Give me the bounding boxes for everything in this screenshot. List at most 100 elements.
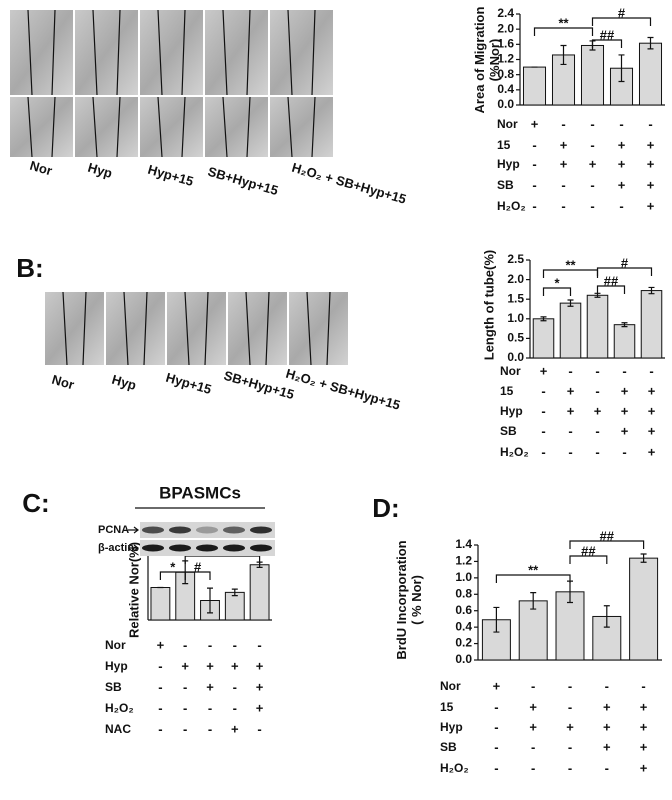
condition-sign: - xyxy=(595,423,599,438)
condition-sign: - xyxy=(183,679,187,694)
micrograph xyxy=(270,10,333,95)
condition-label: Hyp xyxy=(500,404,523,418)
condition-sign: + xyxy=(640,760,648,775)
blot-band xyxy=(142,526,164,534)
condition-sign: - xyxy=(531,760,535,775)
condition-label: SB xyxy=(497,178,514,192)
blot-strip xyxy=(140,522,275,538)
condition-label: Nor xyxy=(497,117,518,131)
condition-label: H₂O₂ xyxy=(497,199,526,213)
bar xyxy=(150,587,171,621)
condition-sign: - xyxy=(590,198,594,213)
condition-sign: + xyxy=(540,363,548,378)
error-bar xyxy=(540,316,547,322)
condition-sign: + xyxy=(256,679,264,694)
significance-bracket xyxy=(591,17,652,26)
condition-sign: - xyxy=(158,658,162,673)
condition-label: H₂O₂ xyxy=(440,761,469,775)
micrograph xyxy=(75,10,138,95)
bar xyxy=(518,600,548,661)
micrograph-texture xyxy=(222,96,251,158)
condition-sign: + xyxy=(603,739,611,754)
micrograph xyxy=(289,292,348,365)
condition-sign: + xyxy=(647,198,655,213)
error-bar xyxy=(640,553,647,563)
condition-sign: + xyxy=(157,637,165,652)
blot-band xyxy=(169,526,191,534)
condition-sign: - xyxy=(541,444,545,459)
image-label: SB+Hyp+15 xyxy=(206,164,280,198)
condition-sign: - xyxy=(622,444,626,459)
condition-sign: + xyxy=(529,719,537,734)
condition-sign: + xyxy=(647,137,655,152)
condition-label: Hyp xyxy=(497,157,520,171)
y-tick-label: 0.0 xyxy=(507,350,524,364)
panel-label: C: xyxy=(22,488,49,518)
condition-sign: - xyxy=(531,678,535,693)
micrograph xyxy=(106,292,165,365)
condition-sign: - xyxy=(561,198,565,213)
y-tick-label: 0.2 xyxy=(455,636,472,650)
condition-sign: + xyxy=(603,719,611,734)
y-axis-label: Length of tube(%) xyxy=(481,250,496,360)
y-tick-label: 2.5 xyxy=(507,252,524,266)
y-tick-label: 0.8 xyxy=(497,67,514,81)
condition-sign: - xyxy=(233,637,237,652)
condition-sign: - xyxy=(233,700,237,715)
y-tick-label: 2.0 xyxy=(497,21,514,35)
micrograph-texture xyxy=(157,9,186,96)
bar xyxy=(638,42,663,106)
condition-sign: + xyxy=(589,156,597,171)
condition-sign: + xyxy=(231,721,239,736)
blot-band xyxy=(196,544,218,552)
blot-arrow xyxy=(128,526,139,534)
condition-sign: - xyxy=(568,760,572,775)
y-axis-label: (%Nor) xyxy=(487,39,502,82)
image-label: Nor xyxy=(50,372,76,393)
significance-label: * xyxy=(170,559,176,574)
condition-sign: + xyxy=(256,700,264,715)
condition-sign: + xyxy=(640,739,648,754)
condition-sign: + xyxy=(618,137,626,152)
micrograph-texture xyxy=(27,9,56,96)
error-bar xyxy=(621,322,628,328)
condition-sign: - xyxy=(622,363,626,378)
condition-sign: + xyxy=(618,177,626,192)
condition-sign: - xyxy=(158,700,162,715)
condition-sign: - xyxy=(183,700,187,715)
condition-sign: - xyxy=(541,383,545,398)
condition-sign: - xyxy=(568,678,572,693)
micrograph xyxy=(205,97,268,157)
micrograph-texture xyxy=(27,96,56,158)
micrograph xyxy=(167,292,226,365)
condition-sign: - xyxy=(568,423,572,438)
condition-sign: + xyxy=(231,658,239,673)
condition-sign: + xyxy=(531,116,539,131)
condition-label: 15 xyxy=(497,138,511,152)
y-tick-label: 0.0 xyxy=(497,97,514,111)
condition-sign: - xyxy=(568,739,572,754)
condition-sign: - xyxy=(158,679,162,694)
micrograph xyxy=(228,292,287,365)
micrograph-texture xyxy=(157,96,186,158)
condition-sign: - xyxy=(561,116,565,131)
bar xyxy=(580,44,605,106)
significance-label: ## xyxy=(600,528,615,543)
y-tick-label: 0.0 xyxy=(455,652,472,666)
blot-label: PCNA xyxy=(98,524,129,536)
condition-sign: + xyxy=(567,403,575,418)
condition-sign: + xyxy=(648,403,656,418)
condition-label: H₂O₂ xyxy=(500,445,529,459)
y-tick-label: 1.2 xyxy=(497,52,514,66)
bar xyxy=(532,318,555,359)
condition-sign: + xyxy=(640,719,648,734)
micrograph xyxy=(45,292,104,365)
bar xyxy=(640,290,663,359)
error-bar xyxy=(567,299,574,307)
error-bar xyxy=(648,286,655,295)
bar xyxy=(481,619,511,661)
condition-sign: + xyxy=(256,658,264,673)
image-label: Hyp xyxy=(86,160,114,181)
error-bar xyxy=(560,44,567,66)
condition-sign: - xyxy=(619,116,623,131)
